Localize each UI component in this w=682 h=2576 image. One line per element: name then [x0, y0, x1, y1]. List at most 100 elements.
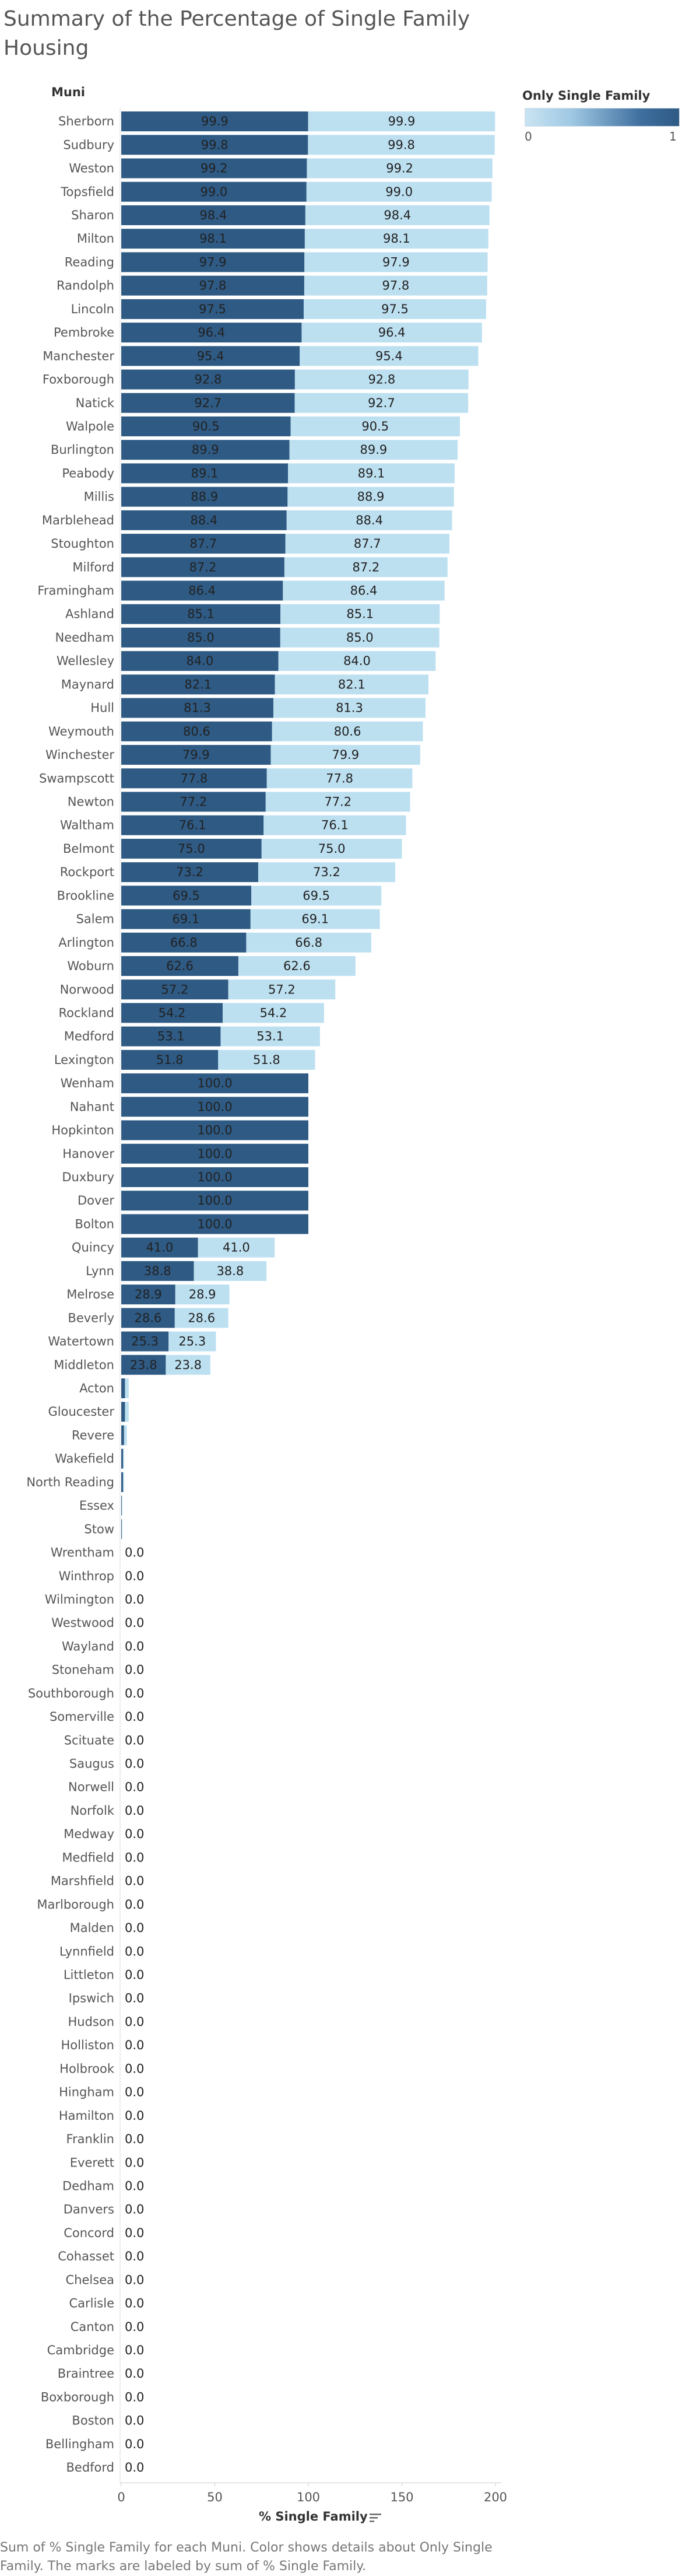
- bar-segment-dark-sudbury[interactable]: [121, 135, 308, 155]
- bar-segment-light-rockport[interactable]: [258, 862, 395, 883]
- bar-segment-dark-weston[interactable]: [121, 158, 307, 178]
- bar-segment-light-lynn[interactable]: [194, 1261, 267, 1281]
- bar-segment-dark-topsfield[interactable]: [121, 181, 307, 202]
- bar-segment-dark-melrose[interactable]: [121, 1284, 175, 1305]
- bar-segment-dark-quincy[interactable]: [121, 1237, 198, 1258]
- bar-segment-dark-salem[interactable]: [121, 909, 251, 929]
- bar-segment-dark-marblehead[interactable]: [121, 510, 287, 530]
- bar-segment-light-acton[interactable]: [125, 1378, 129, 1398]
- bar-segment-dark-hopkinton[interactable]: [121, 1120, 308, 1140]
- bar-segment-dark-beverly[interactable]: [121, 1308, 175, 1328]
- bar-segment-light-salem[interactable]: [250, 909, 380, 929]
- bar-segment-dark-milton[interactable]: [121, 229, 305, 249]
- bar-segment-light-melrose[interactable]: [175, 1284, 230, 1305]
- bar-segment-light-manchester[interactable]: [300, 346, 479, 366]
- bar-segment-light-wellesley[interactable]: [278, 651, 436, 671]
- bar-segment-light-revere[interactable]: [124, 1425, 127, 1446]
- bar-segment-dark-acton[interactable]: [121, 1378, 125, 1398]
- bar-segment-dark-north-reading[interactable]: [121, 1472, 124, 1492]
- bar-segment-light-woburn[interactable]: [238, 956, 356, 977]
- bar-segment-dark-lincoln[interactable]: [121, 299, 304, 319]
- bar-segment-dark-reading[interactable]: [121, 252, 305, 272]
- bar-segment-dark-wellesley[interactable]: [121, 651, 279, 671]
- bar-segment-light-hull[interactable]: [273, 698, 426, 718]
- bar-segment-dark-rockland[interactable]: [121, 1003, 223, 1023]
- bar-segment-dark-pembroke[interactable]: [121, 323, 302, 343]
- bar-segment-light-millis[interactable]: [287, 487, 454, 507]
- bar-segment-light-lincoln[interactable]: [303, 299, 486, 319]
- bar-segment-dark-walpole[interactable]: [121, 416, 291, 436]
- bar-segment-light-swampscott[interactable]: [266, 768, 413, 789]
- bar-segment-dark-winchester[interactable]: [121, 745, 271, 765]
- legend-color-ramp[interactable]: [525, 108, 680, 127]
- bar-segment-dark-manchester[interactable]: [121, 346, 300, 366]
- bar-segment-light-weston[interactable]: [307, 158, 493, 178]
- bar-segment-light-stoughton[interactable]: [285, 534, 450, 554]
- bar-segment-dark-foxborough[interactable]: [121, 369, 295, 390]
- bar-segment-light-weymouth[interactable]: [272, 721, 423, 741]
- bar-segment-light-lexington[interactable]: [218, 1049, 315, 1070]
- bar-segment-dark-medford[interactable]: [121, 1026, 221, 1046]
- bar-segment-light-burlington[interactable]: [289, 440, 458, 460]
- bar-segment-light-peabody[interactable]: [288, 463, 455, 484]
- bar-segment-dark-sharon[interactable]: [121, 205, 305, 225]
- bar-segment-dark-lexington[interactable]: [121, 1049, 219, 1070]
- bar-segment-dark-stow[interactable]: [121, 1519, 122, 1539]
- bar-segment-dark-sherborn[interactable]: [121, 111, 308, 132]
- bar-segment-dark-arlington[interactable]: [121, 932, 247, 953]
- bar-segment-light-randolph[interactable]: [304, 275, 487, 296]
- bar-segment-dark-ashland[interactable]: [121, 604, 281, 624]
- bar-segment-light-marblehead[interactable]: [286, 510, 452, 530]
- bar-segment-light-beverly[interactable]: [174, 1308, 228, 1328]
- bar-segment-light-waltham[interactable]: [263, 815, 406, 835]
- bar-segment-dark-middleton[interactable]: [121, 1354, 166, 1375]
- bar-segment-dark-needham[interactable]: [121, 627, 280, 648]
- bar-segment-light-medford[interactable]: [220, 1026, 320, 1046]
- bar-segment-light-north-reading[interactable]: [123, 1472, 124, 1492]
- bar-segment-light-wakefield[interactable]: [123, 1448, 124, 1469]
- bar-segment-dark-peabody[interactable]: [121, 463, 289, 484]
- bar-segment-light-norwood[interactable]: [228, 979, 336, 1000]
- bar-segment-dark-burlington[interactable]: [121, 440, 290, 460]
- bar-segment-light-newton[interactable]: [265, 792, 410, 812]
- bar-segment-light-maynard[interactable]: [275, 674, 429, 695]
- bar-segment-dark-milford[interactable]: [121, 557, 284, 578]
- bar-segment-light-arlington[interactable]: [246, 932, 371, 953]
- bar-segment-dark-belmont[interactable]: [121, 838, 262, 859]
- bar-segment-light-belmont[interactable]: [261, 838, 402, 859]
- bar-segment-dark-hanover[interactable]: [121, 1143, 308, 1164]
- bar-segment-dark-weymouth[interactable]: [121, 721, 272, 741]
- bar-segment-dark-brookline[interactable]: [121, 886, 252, 906]
- bar-segment-dark-duxbury[interactable]: [121, 1167, 308, 1188]
- bar-segment-dark-swampscott[interactable]: [121, 768, 267, 789]
- bar-segment-light-reading[interactable]: [304, 252, 488, 272]
- bar-segment-dark-framingham[interactable]: [121, 580, 283, 601]
- bar-segment-dark-rockport[interactable]: [121, 862, 258, 883]
- bar-segment-light-pembroke[interactable]: [301, 323, 482, 343]
- bar-segment-light-winchester[interactable]: [270, 745, 420, 765]
- bar-segment-light-sherborn[interactable]: [308, 111, 495, 132]
- bar-segment-dark-hull[interactable]: [121, 698, 273, 718]
- bar-segment-dark-millis[interactable]: [121, 487, 288, 507]
- bar-segment-dark-randolph[interactable]: [121, 275, 304, 296]
- bar-segment-dark-natick[interactable]: [121, 393, 295, 413]
- bar-segment-dark-nahant[interactable]: [121, 1097, 308, 1117]
- bar-segment-dark-bolton[interactable]: [121, 1214, 308, 1234]
- bar-segment-light-ashland[interactable]: [280, 604, 440, 624]
- bar-segment-light-topsfield[interactable]: [306, 181, 492, 202]
- bar-segment-dark-gloucester[interactable]: [121, 1402, 125, 1422]
- bar-segment-light-milton[interactable]: [304, 229, 488, 249]
- bar-segment-light-sharon[interactable]: [305, 205, 490, 225]
- sort-icon[interactable]: [368, 2512, 382, 2524]
- bar-segment-dark-essex[interactable]: [121, 1496, 122, 1516]
- bar-segment-light-gloucester[interactable]: [125, 1402, 129, 1422]
- bar-segment-light-milford[interactable]: [284, 557, 448, 578]
- bar-segment-dark-watertown[interactable]: [121, 1331, 169, 1352]
- bar-segment-dark-revere[interactable]: [121, 1425, 124, 1446]
- bar-segment-dark-dover[interactable]: [121, 1191, 308, 1211]
- bar-segment-dark-waltham[interactable]: [121, 815, 264, 835]
- bar-segment-dark-woburn[interactable]: [121, 956, 238, 977]
- bar-segment-light-natick[interactable]: [294, 393, 469, 413]
- bar-segment-light-sudbury[interactable]: [308, 135, 495, 155]
- bar-segment-light-rockland[interactable]: [222, 1003, 324, 1023]
